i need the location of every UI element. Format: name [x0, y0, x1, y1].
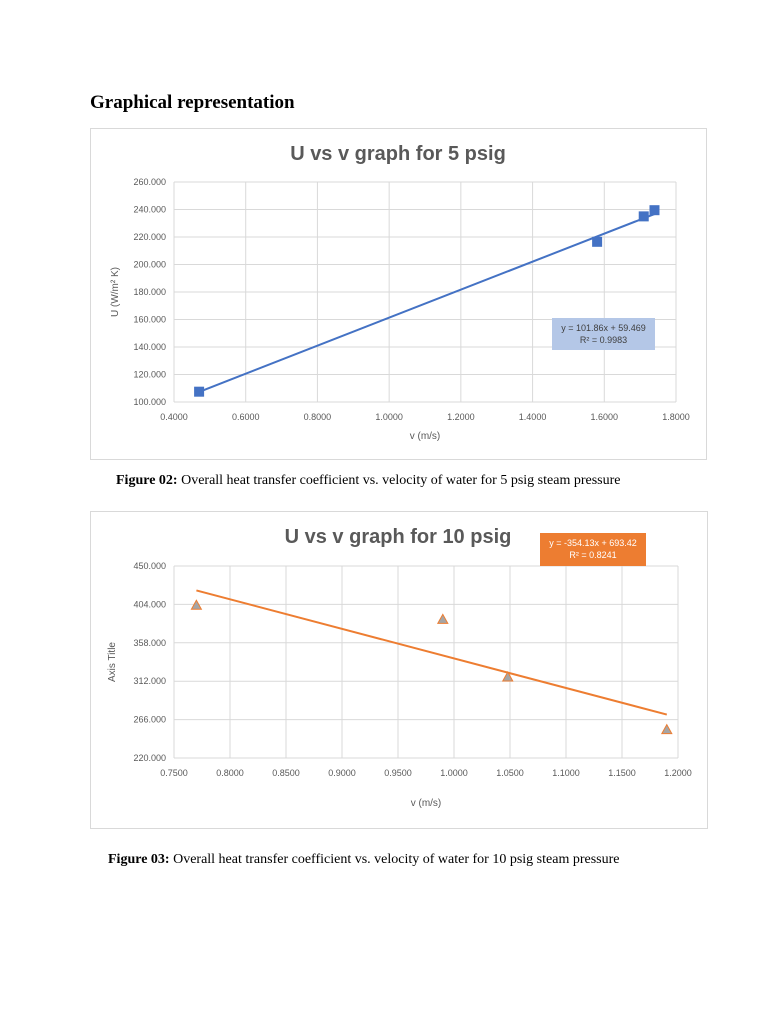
trendline-r-squared: R² = 0.9983 [580, 335, 627, 345]
chart-10-psig: U vs v graph for 10 psig 220.000 266.000 31… [90, 511, 708, 829]
y-tick-label: 260.000 [133, 177, 166, 187]
y-tick-label: 220.000 [133, 753, 166, 763]
data-point [194, 386, 205, 397]
chart-5-psig: U vs v graph for 5 psig 100.000 120.000 140… [90, 128, 707, 460]
x-tick-label: 1.8000 [662, 412, 690, 422]
trendline-r-squared: R² = 0.8241 [569, 550, 616, 560]
caption-text: Overall heat transfer coefficient vs. ve… [177, 473, 621, 488]
y-tick-label: 404.000 [133, 599, 166, 609]
chart-10-psig-svg: U vs v graph for 10 psig 220.000 266.000 31… [107, 526, 692, 809]
caption-text: Overall heat transfer coefficient vs. ve… [169, 852, 620, 867]
chart-title: U vs v graph for 10 psig [285, 526, 512, 548]
y-tick-label: 450.000 [133, 561, 166, 571]
x-tick-label: 0.4000 [160, 412, 188, 422]
section-heading: Graphical representation [90, 92, 295, 113]
data-point [190, 599, 203, 610]
y-tick-label: 200.000 [133, 260, 166, 270]
x-tick-label: 1.0500 [496, 768, 524, 778]
y-tick-label: 140.000 [133, 342, 166, 352]
x-axis-label: v (m/s) [411, 798, 442, 809]
data-point [649, 205, 660, 216]
y-axis-label: Axis Title [107, 642, 118, 682]
figure-caption-03: Figure 03: Overall heat transfer coeffic… [108, 852, 620, 868]
x-tick-label: 1.1500 [608, 768, 636, 778]
figure-caption-02: Figure 02: Overall heat transfer coeffic… [116, 473, 621, 489]
trendline-equation-box [540, 533, 646, 566]
chart-title: U vs v graph for 5 psig [290, 143, 506, 165]
y-axis-label: U (W/m² K) [110, 267, 121, 317]
data-point [592, 236, 603, 247]
chart-5-psig-svg: U vs v graph for 5 psig 100.000 120.000 140… [110, 143, 690, 442]
x-tick-label: 0.6000 [232, 412, 260, 422]
y-tick-label: 312.000 [133, 676, 166, 686]
x-tick-label: 0.8000 [304, 412, 332, 422]
x-tick-label: 0.9000 [328, 768, 356, 778]
y-tick-label: 358.000 [133, 638, 166, 648]
x-tick-label: 0.8000 [216, 768, 244, 778]
y-tick-label: 100.000 [133, 397, 166, 407]
caption-label: Figure 03: [108, 852, 170, 867]
x-tick-label: 1.6000 [591, 412, 619, 422]
y-tick-label: 266.000 [133, 715, 166, 725]
x-tick-label: 1.0000 [375, 412, 403, 422]
x-tick-label: 1.1000 [552, 768, 580, 778]
data-point [436, 613, 449, 624]
y-tick-label: 240.000 [133, 205, 166, 215]
data-point [660, 723, 673, 735]
y-tick-label: 120.000 [133, 370, 166, 380]
y-tick-label: 160.000 [133, 315, 166, 325]
x-tick-label: 1.4000 [519, 412, 547, 422]
trendline [198, 213, 655, 393]
x-axis-label: v (m/s) [410, 431, 441, 442]
data-point [501, 670, 514, 682]
data-point [638, 211, 649, 222]
x-tick-label: 0.9500 [384, 768, 412, 778]
x-tick-label: 0.8500 [272, 768, 300, 778]
x-tick-label: 1.2000 [447, 412, 475, 422]
y-tick-label: 180.000 [133, 287, 166, 297]
caption-label: Figure 02: [116, 473, 178, 488]
trendline-equation: y = -354.13x + 693.42 [549, 538, 637, 548]
x-tick-label: 1.0000 [440, 768, 468, 778]
trendline [196, 589, 668, 716]
trendline-equation-box [552, 318, 655, 350]
trendline-equation: y = 101.86x + 59.469 [561, 323, 646, 333]
y-tick-label: 220.000 [133, 232, 166, 242]
x-tick-label: 1.2000 [664, 768, 692, 778]
x-tick-label: 0.7500 [160, 768, 188, 778]
